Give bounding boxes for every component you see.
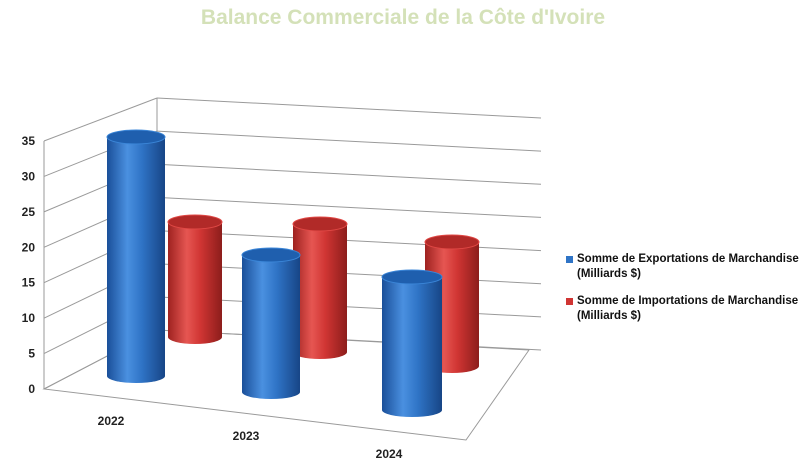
- bar-body: [293, 224, 347, 359]
- y-tick-label: 35: [22, 134, 36, 148]
- gridline-back: [156, 163, 542, 185]
- bar-top: [106, 129, 166, 145]
- gridline-back: [156, 97, 542, 119]
- bar-top: [292, 216, 348, 232]
- y-tick-label: 5: [28, 347, 35, 361]
- bar-body: [168, 222, 222, 344]
- y-tick-label: 15: [22, 276, 36, 290]
- x-tick-label: 2023: [233, 429, 260, 443]
- y-tick-label: 30: [22, 169, 36, 183]
- legend: Somme de Exportations de Marchandise (Mi…: [566, 252, 802, 336]
- gridline-back: [156, 196, 542, 218]
- legend-item-exports: Somme de Exportations de Marchandise (Mi…: [566, 252, 802, 282]
- legend-swatch-imports: [566, 298, 573, 305]
- y-axis-ticks: 0 5 10 15 20 25 30 35: [22, 134, 36, 396]
- bar-body: [382, 277, 442, 417]
- legend-label-exports: Somme de Exportations de Marchandise (Mi…: [577, 253, 799, 280]
- bar-body: [242, 255, 300, 399]
- bar: [292, 216, 348, 359]
- y-tick-label: 20: [22, 240, 36, 254]
- bar: [106, 129, 166, 383]
- bar-top: [381, 269, 443, 285]
- y-tick-label: 25: [22, 205, 36, 219]
- y-tick-label: 10: [22, 311, 36, 325]
- bar: [241, 247, 301, 399]
- legend-swatch-exports: [566, 256, 573, 263]
- bar-body: [107, 137, 165, 383]
- legend-label-imports: Somme de Importations de Marchandise (Mi…: [577, 295, 799, 322]
- bar-top: [167, 214, 223, 230]
- y-tick-label: 0: [28, 382, 35, 396]
- bar-top: [241, 247, 301, 263]
- bar: [381, 269, 443, 417]
- bar-top: [424, 234, 480, 250]
- bar: [167, 214, 223, 344]
- x-axis-ticks: 2022 2023 2024: [98, 414, 403, 461]
- bar-layer: [106, 129, 480, 417]
- gridline-side: [43, 97, 158, 142]
- x-tick-label: 2024: [376, 447, 403, 461]
- legend-item-imports: Somme de Importations de Marchandise (Mi…: [566, 294, 802, 324]
- x-tick-label: 2022: [98, 414, 125, 428]
- gridline-back: [156, 130, 542, 152]
- chart-title: Balance Commerciale de la Côte d'Ivoire: [200, 6, 606, 29]
